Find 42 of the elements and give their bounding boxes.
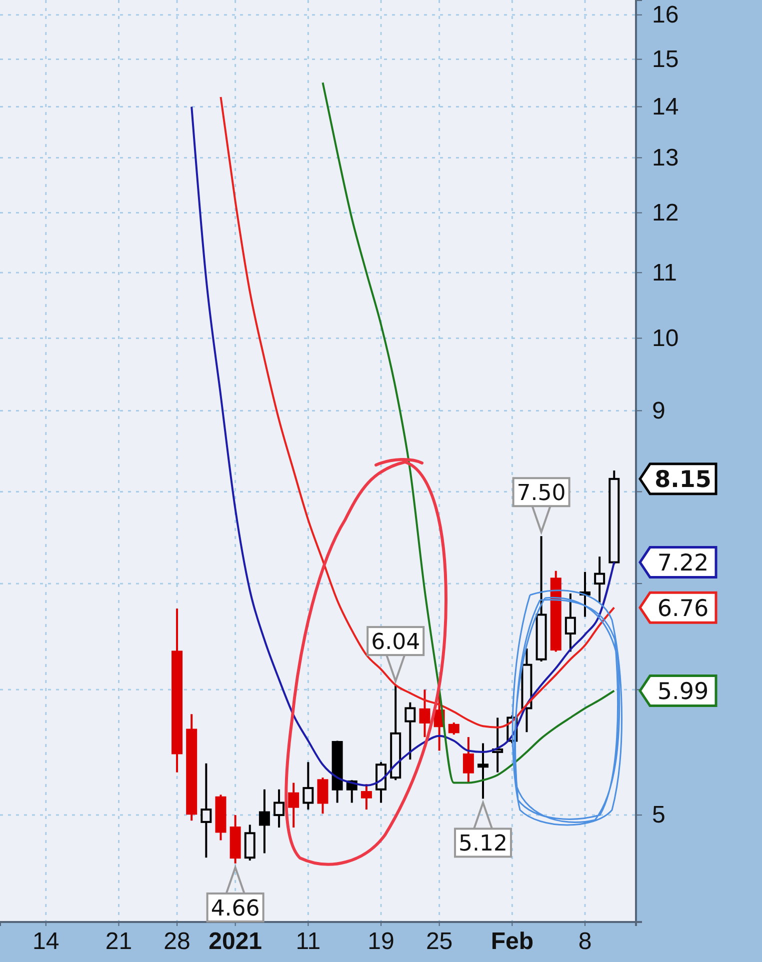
y-tick-label: 10 [652,324,679,352]
x-tick-label: 25 [426,928,453,956]
y-tick-label: 14 [652,93,679,120]
x-tick-label: 28 [164,928,190,956]
candlestick [302,761,314,811]
y-tick-label: 16 [652,2,679,29]
candlestick [360,783,372,811]
annotation: 4.66 [210,896,260,922]
line-series [220,96,616,728]
y-tick-label: 11 [652,259,677,286]
candlestick [404,701,416,761]
text: 7.22 [657,550,709,577]
annotation: 6.04 [371,630,420,655]
y-tick-label: 12 [652,199,679,226]
x-tick-label: 11 [296,928,321,956]
y-tick-label: 15 [652,46,679,73]
x-tick-label: 14 [32,928,60,956]
x-tick-label: 8 [578,928,592,956]
y-tick-label: 13 [652,144,679,172]
y-tick-label: 5 [652,802,666,829]
x-tick-label: Feb [490,928,534,956]
text: 8.15 [654,467,712,494]
x-tick-label: 19 [368,928,394,956]
text: 5.99 [657,679,709,706]
line-series [322,82,616,784]
candlestick [258,788,270,854]
candlestick [594,556,606,604]
candlestick [288,782,300,829]
x-tick-label: 2021 [208,928,262,956]
candlestick [462,736,474,784]
candlestick [478,742,489,800]
x-tick-label: 21 [105,928,132,956]
candlestick [200,762,212,859]
text: 6.76 [657,596,709,622]
candlestick [448,721,460,736]
annotation: 5.12 [458,832,508,857]
candlestick [317,776,328,815]
candlestick [274,788,285,829]
annotation: 7.50 [516,481,566,506]
candlestick [419,688,430,738]
y-tick-label: 9 [652,397,666,424]
candlestick [564,592,576,653]
